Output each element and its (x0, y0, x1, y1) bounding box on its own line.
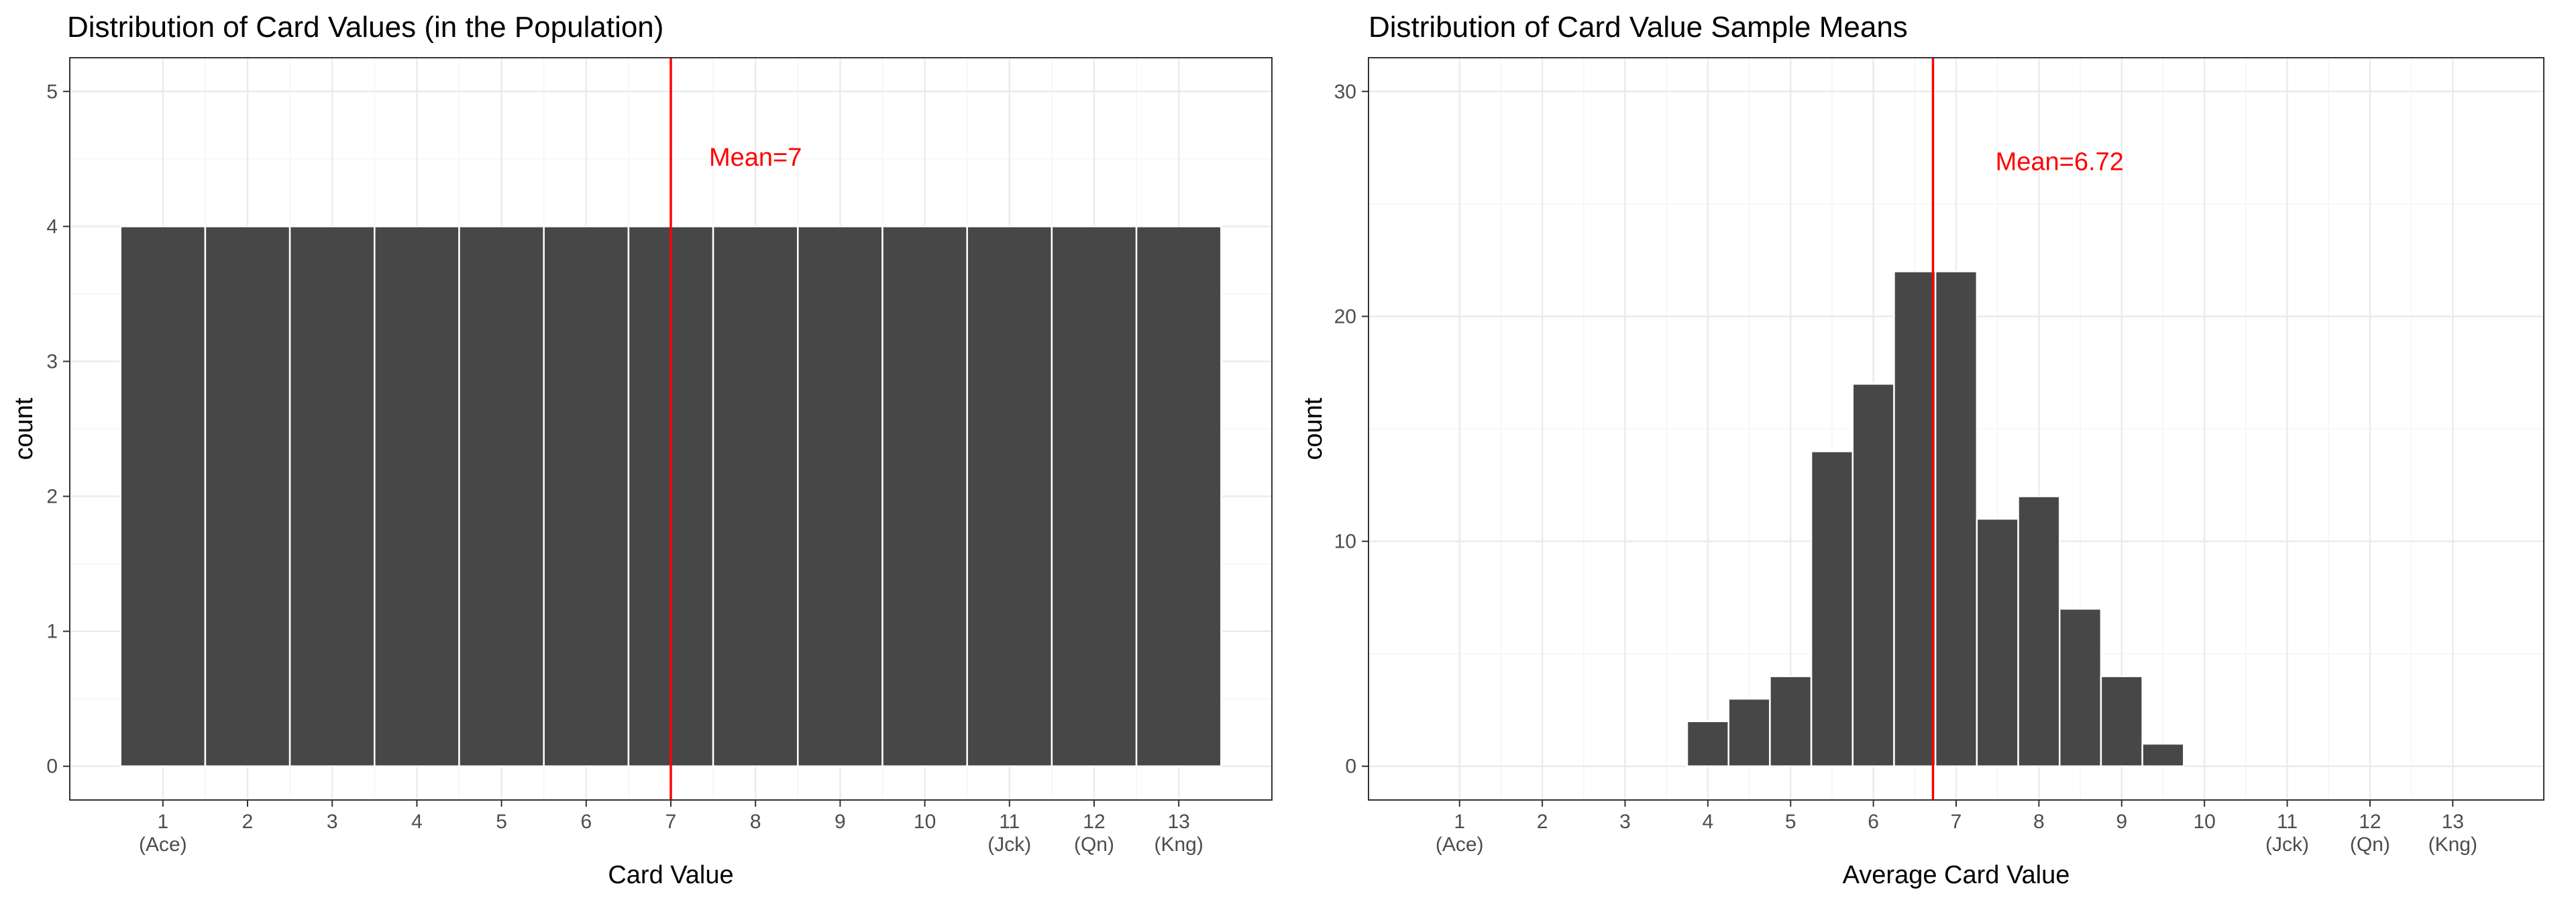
x-tick-label: 3 (327, 811, 338, 833)
y-tick-label: 0 (1345, 756, 1356, 778)
x-tick-label: 11 (999, 811, 1020, 833)
bar (1976, 517, 2019, 767)
y-axis-title: count (10, 397, 38, 460)
y-axis-ticks: 0 1 2 3 4 5 (46, 81, 70, 778)
bar (1769, 675, 1813, 767)
y-axis-ticks: 0 10 20 30 (1334, 81, 1368, 778)
x-tick-label: (Jck) (2265, 834, 2309, 856)
bar (1893, 270, 1937, 767)
bar (1851, 383, 1895, 767)
bar (374, 225, 460, 767)
bar (881, 225, 968, 767)
mean-label: Mean=6.72 (1996, 148, 2124, 177)
x-tick-label: 2 (1537, 811, 1548, 833)
y-tick-label: 20 (1334, 305, 1356, 328)
mean-marker: Mean=6.72 (1931, 58, 2124, 800)
bar (1810, 450, 1854, 767)
bar (1135, 225, 1222, 767)
bar (966, 225, 1053, 767)
x-tick-label: (Ace) (1436, 834, 1484, 856)
x-tick-label: 13 (1167, 811, 1189, 833)
x-axis-ticks: 1(Ace) 2 3 4 5 6 7 8 9 10 11(Jck) 12(Qn) 13(Kng) (1436, 800, 2477, 856)
x-tick-label: 11 (2277, 811, 2298, 833)
mean-marker: Mean=7 (669, 58, 802, 800)
x-tick-label: 10 (914, 811, 936, 833)
x-tick-label: 12 (1083, 811, 1105, 833)
y-tick-label: 5 (46, 81, 58, 103)
bar (2141, 742, 2185, 767)
bar (543, 225, 630, 767)
chart-title: Distribution of Card Values (in the Popu… (67, 11, 663, 44)
bar (2058, 607, 2102, 767)
x-tick-label: 9 (835, 811, 846, 833)
bar (288, 225, 376, 767)
x-tick-label: 13 (2442, 811, 2464, 833)
x-tick-label: 9 (2116, 811, 2127, 833)
x-tick-label: 7 (1951, 811, 1962, 833)
chart-population: Distribution of Card Values (in the Popu… (10, 11, 1273, 889)
bar (1686, 720, 1729, 767)
bar (204, 225, 291, 767)
bar (797, 225, 883, 767)
x-tick-label: 5 (496, 811, 507, 833)
x-tick-label: 8 (2033, 811, 2045, 833)
y-tick-label: 0 (46, 756, 58, 778)
x-tick-label: 1 (157, 811, 168, 833)
x-tick-label: 10 (2193, 811, 2215, 833)
x-tick-label: 12 (2359, 811, 2381, 833)
x-tick-label: 6 (580, 811, 592, 833)
x-tick-label: (Ace) (139, 834, 187, 856)
x-tick-label: 5 (1785, 811, 1796, 833)
y-tick-label: 4 (46, 215, 58, 238)
bar (458, 225, 545, 767)
bar (1051, 225, 1138, 767)
y-tick-label: 1 (46, 621, 58, 643)
x-tick-label: (Kng) (1155, 834, 1203, 856)
gridlines (1368, 58, 2544, 800)
y-axis-title: count (1299, 397, 1328, 460)
x-tick-label: 1 (1454, 811, 1465, 833)
mean-label: Mean=7 (709, 144, 802, 172)
y-tick-label: 3 (46, 350, 58, 372)
x-tick-label: 7 (665, 811, 677, 833)
bar (2017, 495, 2061, 767)
x-tick-label: (Kng) (2428, 834, 2477, 856)
bar (2100, 675, 2143, 767)
chart-title: Distribution of Card Value Sample Means (1368, 11, 1908, 44)
bars (119, 225, 1222, 767)
x-tick-label: 8 (750, 811, 761, 833)
bar (119, 225, 207, 767)
x-tick-label: 3 (1619, 811, 1631, 833)
x-tick-label: 4 (411, 811, 423, 833)
x-axis-ticks: 1(Ace) 2 3 4 5 6 7 8 9 10 11(Jck) 12(Qn) 13(Kng) (139, 800, 1203, 856)
y-tick-label: 10 (1334, 531, 1356, 553)
x-tick-label: 4 (1703, 811, 1714, 833)
x-axis-title: Card Value (608, 861, 733, 889)
y-tick-label: 30 (1334, 81, 1356, 103)
x-tick-label: 2 (242, 811, 254, 833)
chart-sample-means: Distribution of Card Value Sample Means … (1299, 11, 2544, 889)
x-tick-label: (Jck) (987, 834, 1031, 856)
x-tick-label: (Qn) (2350, 834, 2390, 856)
bar (712, 225, 799, 767)
x-tick-label: (Qn) (1074, 834, 1114, 856)
x-axis-title: Average Card Value (1843, 861, 2070, 889)
x-tick-label: 6 (1868, 811, 1879, 833)
y-tick-label: 2 (46, 486, 58, 508)
bar (1934, 270, 1978, 767)
bar (1727, 697, 1771, 767)
bars (1418, 270, 2494, 767)
